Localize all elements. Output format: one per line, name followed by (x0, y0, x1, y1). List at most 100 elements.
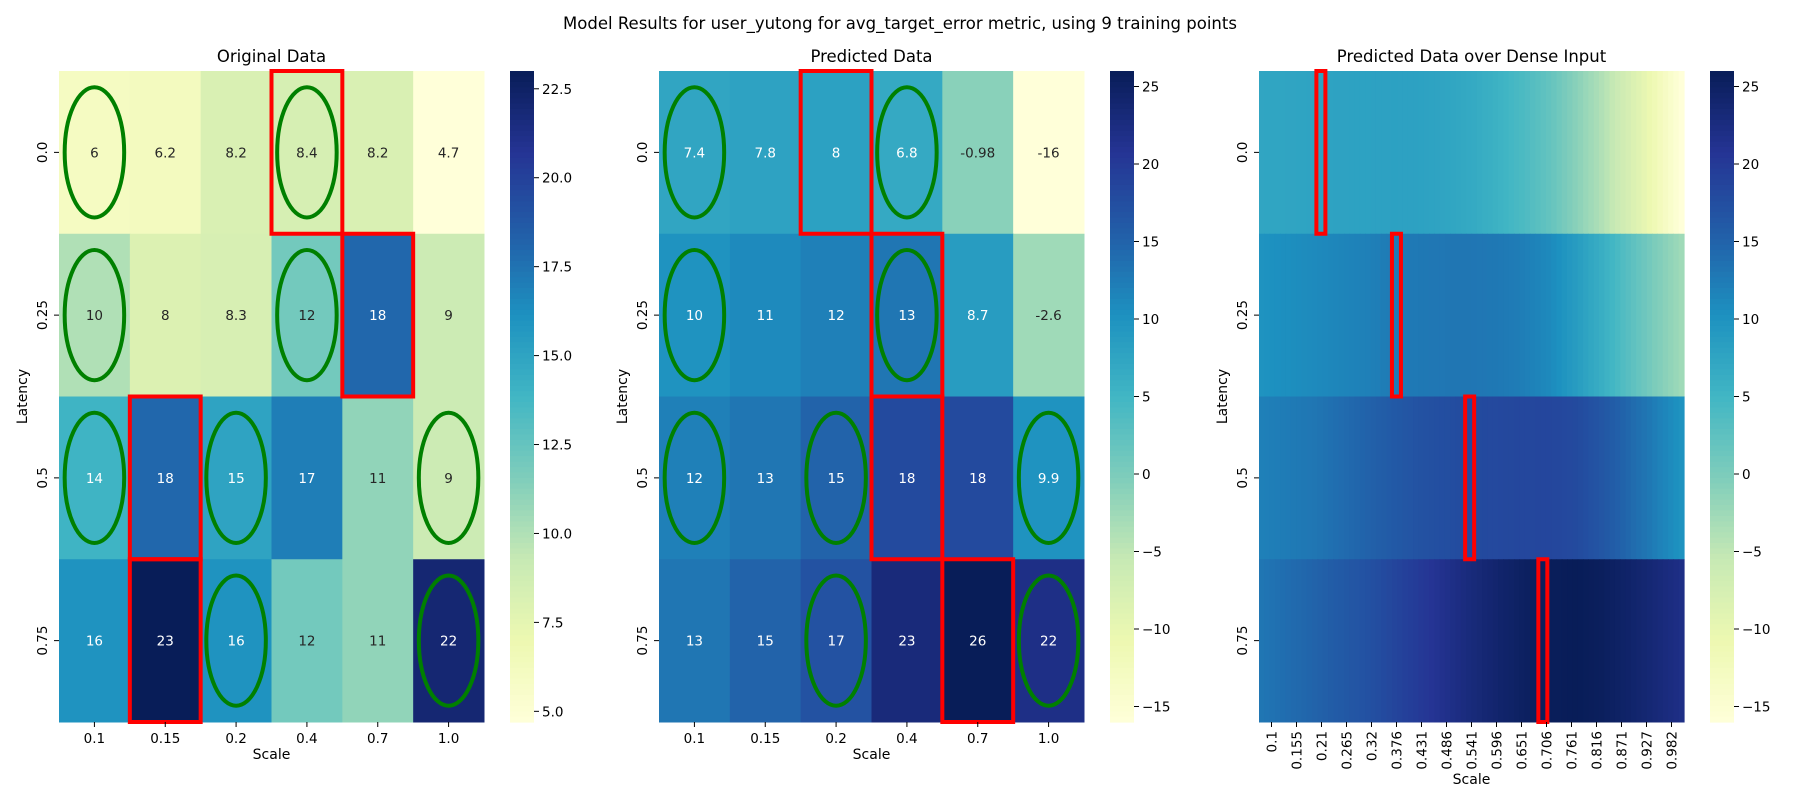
colorbar-band (510, 152, 534, 159)
colorbar-band (1710, 174, 1734, 181)
dense-cell (1381, 71, 1388, 235)
colorbar-band (1710, 369, 1734, 376)
dense-cell (1673, 559, 1680, 723)
dense-cell (1312, 559, 1319, 723)
dense-cell (1466, 71, 1473, 235)
colorbar-band (1110, 510, 1134, 517)
colorbar-band (510, 320, 534, 327)
dense-cell (1577, 233, 1584, 397)
x-tick-label: 0.1 (1265, 731, 1281, 752)
dense-cell (1317, 396, 1324, 560)
highlight-box (798, 69, 874, 236)
colorbar-band (510, 624, 534, 631)
x-tick-label: 0.596 (1490, 731, 1506, 770)
training-point-ellipse (62, 410, 127, 545)
colorbar-band (510, 228, 534, 235)
colorbar-band (1710, 184, 1734, 191)
colorbar-band (1110, 407, 1134, 414)
dense-cell (1328, 559, 1334, 723)
colorbar-band (1110, 125, 1134, 132)
colorbar-band (510, 521, 534, 528)
colorbar-band (1710, 103, 1734, 110)
colorbar-band (1710, 586, 1734, 593)
cell-label: 14 (86, 471, 103, 487)
dense-cell (1604, 396, 1611, 560)
colorbar-band (1710, 553, 1734, 560)
colorbar-band (1710, 646, 1734, 653)
colorbar-band (1710, 450, 1734, 457)
dense-cell (1646, 233, 1653, 397)
dense-cell (1301, 396, 1308, 560)
dense-cell (1375, 233, 1382, 397)
dense-cell (1535, 396, 1542, 560)
dense-cell (1625, 71, 1632, 235)
colorbar-band (510, 439, 534, 446)
dense-cell (1503, 233, 1510, 397)
dense-cell (1402, 233, 1409, 397)
heatmap-cell (59, 559, 131, 723)
colorbar-band (510, 700, 534, 707)
dense-cell (1588, 233, 1595, 397)
colorbar-band (510, 472, 534, 479)
colorbar-band (510, 385, 534, 392)
dense-cell (1301, 559, 1308, 723)
dense-cell (1333, 71, 1340, 235)
dense-cell (1455, 559, 1462, 723)
colorbar-band (510, 87, 534, 94)
dense-cell (1529, 71, 1536, 235)
cell-label: 8.4 (296, 145, 317, 161)
dense-cell (1482, 233, 1489, 397)
colorbar-band (1710, 472, 1734, 479)
colorbar-band (1710, 401, 1734, 408)
cell-label: 9.9 (1038, 471, 1059, 487)
colorbar-band (1710, 456, 1734, 463)
x-tick-label: 0.376 (1390, 731, 1406, 770)
colorbar-band (510, 635, 534, 642)
y-axis-label: Latency (1215, 369, 1231, 424)
dense-cell (1274, 71, 1281, 235)
colorbar-band (1710, 98, 1734, 105)
colorbar-band (1710, 461, 1734, 468)
dense-cell (1397, 71, 1404, 235)
dense-cell (1439, 71, 1446, 235)
cell-label: 18 (369, 308, 386, 324)
colorbar-band (1110, 315, 1134, 322)
dense-cell (1519, 396, 1526, 560)
colorbar-band (1110, 705, 1134, 712)
colorbar-band (1110, 146, 1134, 153)
dense-cell (1344, 71, 1350, 235)
dense-cell (1657, 71, 1664, 235)
colorbar-band (510, 564, 534, 571)
colorbar-band (1110, 87, 1134, 94)
colorbar-band (510, 608, 534, 615)
colorbar-band (1110, 553, 1134, 560)
colorbar-band (1710, 374, 1734, 381)
heatmap-cell (342, 71, 414, 235)
heatmap-cell (659, 396, 731, 560)
x-tick-label: 0.4 (296, 731, 317, 747)
dense-cell (1418, 71, 1425, 235)
colorbar-band (1710, 342, 1734, 349)
dense-cell (1572, 396, 1579, 560)
cell-label: 10 (86, 308, 103, 324)
y-axis-label: Latency (15, 369, 31, 424)
dense-cell (1434, 396, 1441, 560)
colorbar-band (1110, 483, 1134, 490)
dense-cell (1402, 71, 1409, 235)
highlight-box (1389, 231, 1403, 399)
colorbar-band (510, 429, 534, 436)
colorbar-band (1110, 461, 1134, 468)
colorbar-band (510, 597, 534, 604)
colorbar-band (1110, 342, 1134, 349)
colorbar-band (1110, 282, 1134, 289)
colorbar-band (510, 418, 534, 425)
colorbar-band (1710, 315, 1734, 322)
dense-cell (1402, 559, 1409, 723)
heatmap-cell (200, 233, 272, 397)
dense-cell (1673, 71, 1680, 235)
dense-cell (1609, 559, 1616, 723)
dense-cell (1301, 71, 1308, 235)
colorbar-tick-label: 15 (1742, 235, 1759, 251)
colorbar-band (1710, 673, 1734, 680)
colorbar-band (1710, 206, 1734, 213)
